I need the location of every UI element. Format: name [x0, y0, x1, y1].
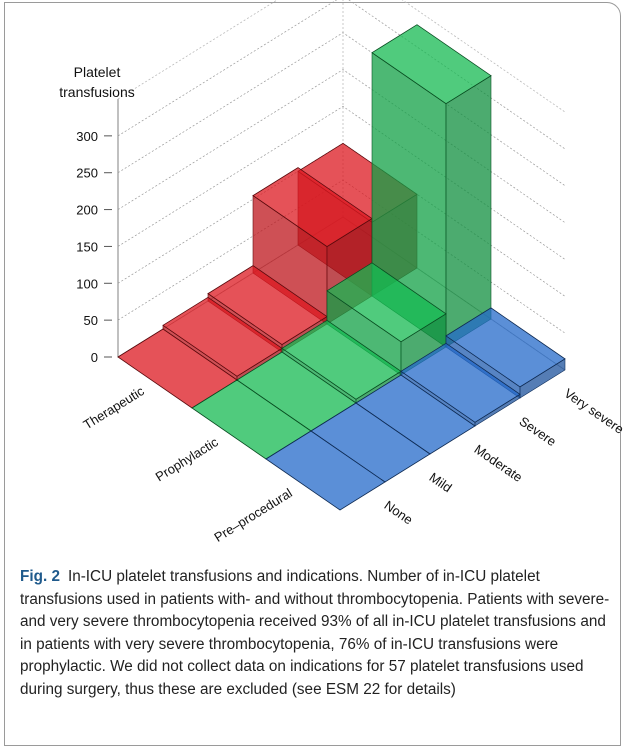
figure-box — [4, 2, 621, 746]
bar — [326, 262, 447, 376]
z-axis-label: Platelet transfusions — [59, 64, 135, 100]
bar — [162, 296, 283, 381]
grid-line — [117, 0, 566, 150]
z-tick-label: 200 — [76, 203, 98, 218]
z-tick-label: 0 — [91, 350, 98, 365]
column-label: None — [382, 497, 416, 527]
bar — [265, 430, 386, 511]
row-label: Pre–procedural — [211, 485, 294, 545]
column-label: Severe — [517, 413, 559, 449]
bar-top — [371, 24, 492, 105]
bar-top — [265, 430, 386, 511]
bar-front — [445, 75, 492, 348]
bar-top — [445, 307, 566, 388]
chart: 0 50 100 150 200 250 300 TherapeuticProphylacti… — [76, 0, 627, 545]
column-label: Mild — [427, 469, 455, 495]
z-tick-label: 150 — [76, 239, 98, 254]
bar — [400, 342, 521, 427]
row-label: Prophylactic — [153, 434, 221, 484]
bar — [371, 24, 492, 348]
caption-label: Fig. 2 — [20, 568, 60, 585]
z-tick-label: 300 — [76, 129, 98, 144]
row-label: Therapeutic — [81, 383, 148, 432]
z-tick-label: 250 — [76, 166, 98, 181]
axis-frame — [117, 0, 566, 113]
caption-text: In-ICU platelet transfusions and indicat… — [20, 568, 610, 698]
bar-top — [400, 342, 521, 423]
column-label: Moderate — [472, 441, 526, 485]
bar-top — [326, 262, 447, 343]
z-tick-label: 50 — [84, 313, 98, 328]
z-tick-label: 100 — [76, 276, 98, 291]
column-label: Very severe — [562, 385, 627, 436]
caption: Fig. 2 In-ICU platelet transfusions and i… — [20, 566, 615, 701]
